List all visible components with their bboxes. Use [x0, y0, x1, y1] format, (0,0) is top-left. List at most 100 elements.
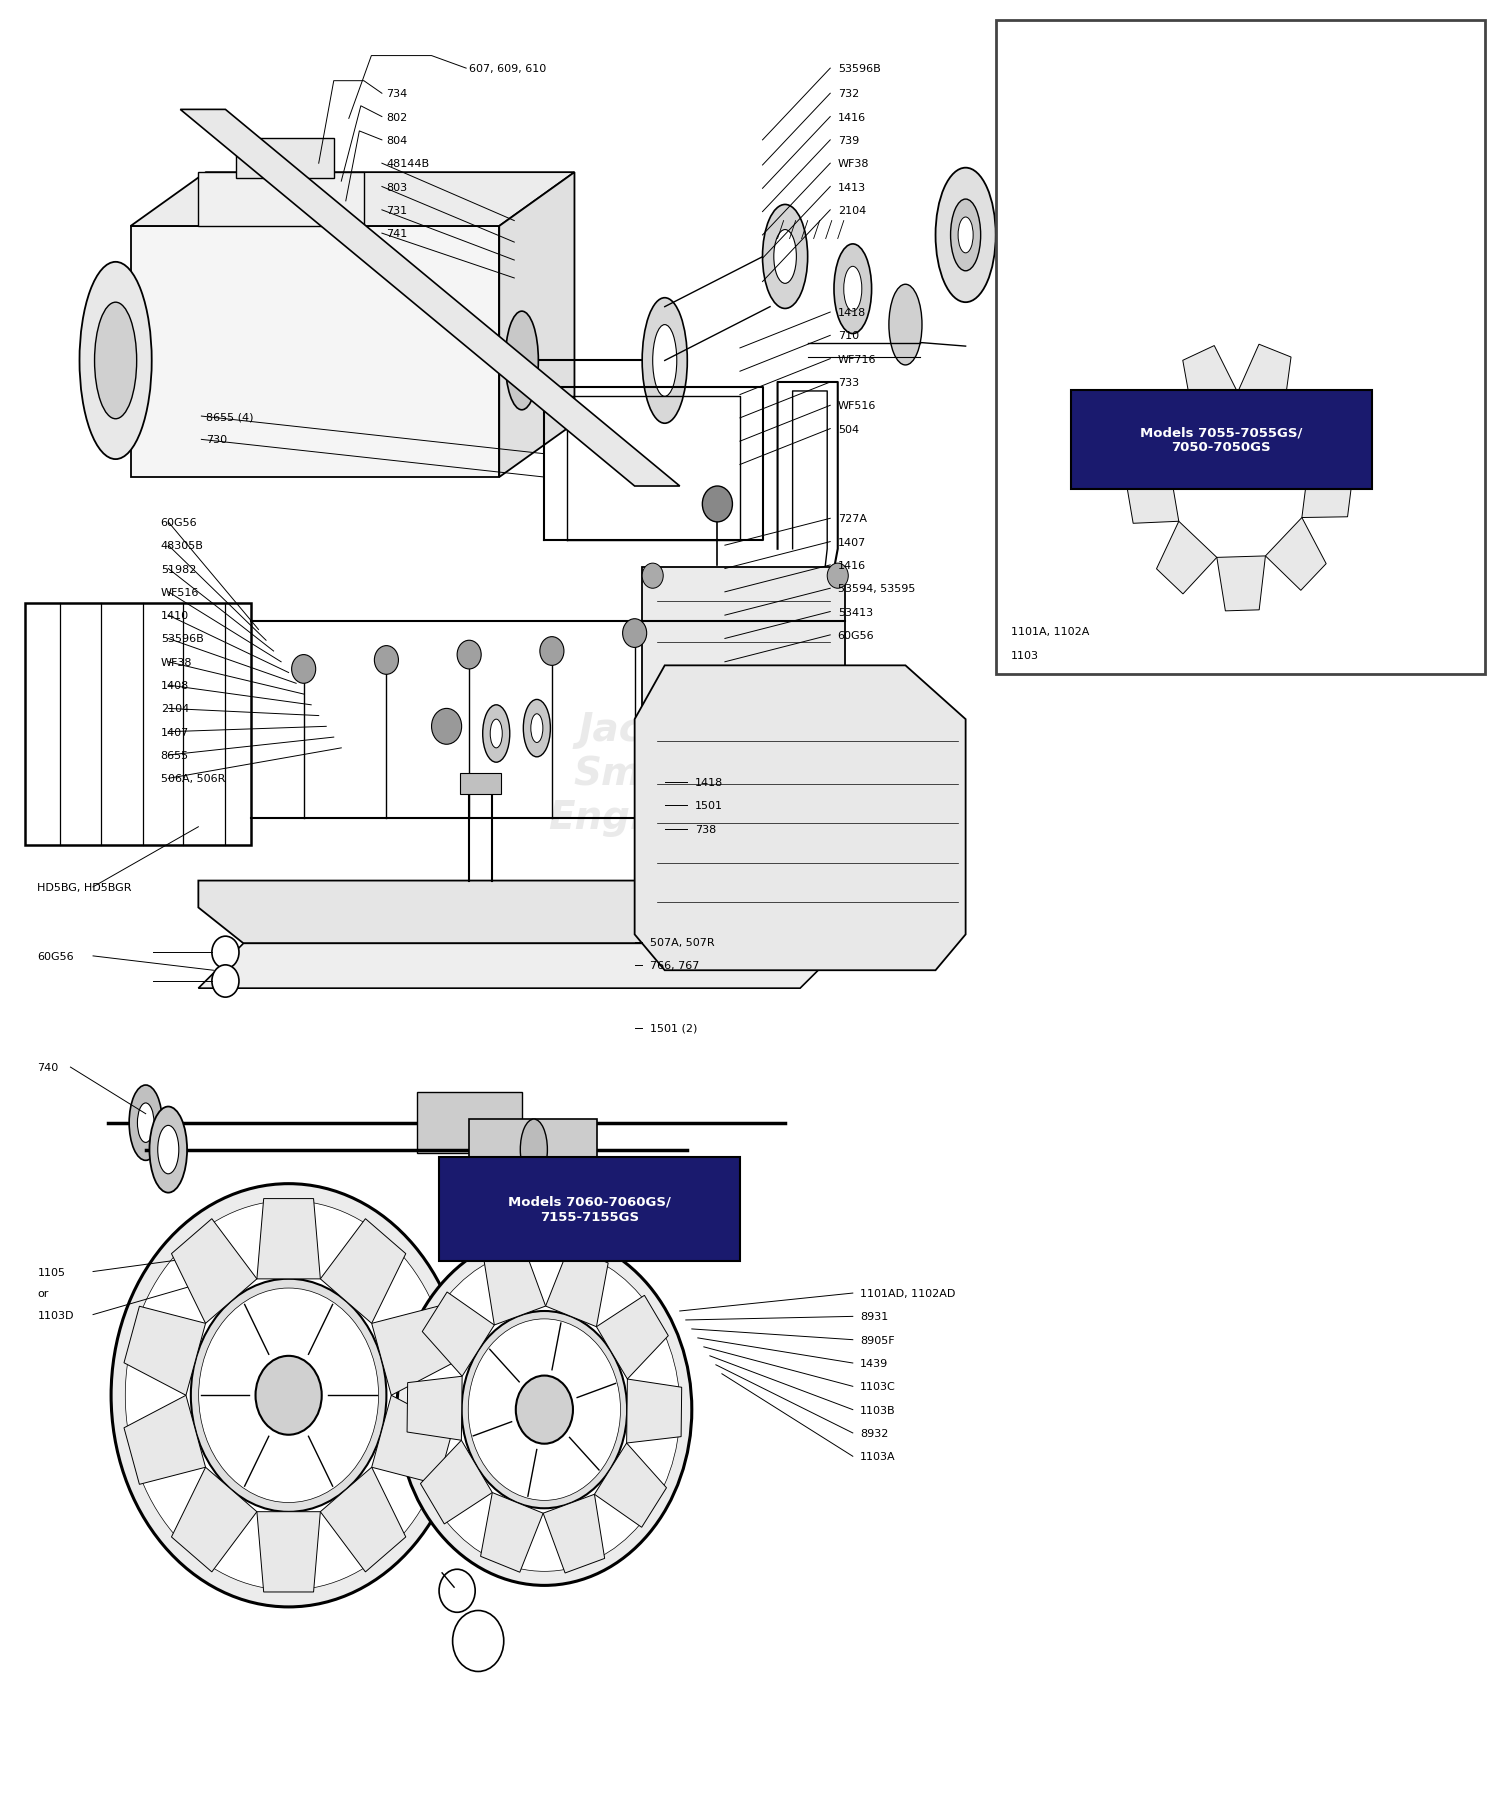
- Ellipse shape: [149, 1108, 187, 1192]
- Text: 504: 504: [838, 424, 859, 435]
- Text: 710: 710: [838, 331, 859, 342]
- Text: 8931: 8931: [861, 1313, 888, 1322]
- Polygon shape: [257, 1512, 320, 1591]
- Polygon shape: [320, 1219, 406, 1323]
- Polygon shape: [1217, 557, 1265, 611]
- Polygon shape: [634, 665, 965, 971]
- Ellipse shape: [524, 699, 551, 757]
- Text: 766, 767: 766, 767: [649, 960, 699, 971]
- Text: 1410: 1410: [160, 611, 189, 620]
- Bar: [461, 773, 501, 795]
- Ellipse shape: [951, 200, 980, 271]
- Ellipse shape: [959, 218, 972, 254]
- Polygon shape: [198, 944, 846, 989]
- Polygon shape: [172, 1467, 257, 1571]
- Text: 730: 730: [205, 435, 226, 446]
- Circle shape: [516, 1375, 572, 1444]
- Text: 506A, 506R: 506A, 506R: [160, 773, 225, 784]
- Text: 1407: 1407: [838, 538, 867, 547]
- Text: 53413: 53413: [838, 608, 873, 617]
- Text: 1103C: 1103C: [861, 1381, 895, 1392]
- Text: 48144B: 48144B: [387, 158, 429, 169]
- Polygon shape: [257, 1199, 320, 1278]
- Text: 8655: 8655: [160, 750, 189, 761]
- Ellipse shape: [936, 169, 995, 304]
- Polygon shape: [371, 1395, 453, 1485]
- Text: 1416: 1416: [838, 561, 865, 570]
- Ellipse shape: [80, 263, 151, 460]
- Text: 1418: 1418: [838, 307, 867, 318]
- Text: 1408: 1408: [160, 681, 189, 690]
- Polygon shape: [545, 1248, 609, 1327]
- Text: 741: 741: [387, 228, 408, 239]
- Polygon shape: [544, 1494, 604, 1573]
- Ellipse shape: [491, 719, 503, 748]
- Text: Models 7055-7055GS/
7050-7050GS: Models 7055-7055GS/ 7050-7050GS: [1140, 426, 1303, 455]
- Text: 804: 804: [387, 137, 408, 146]
- Circle shape: [827, 775, 849, 800]
- Circle shape: [255, 1356, 322, 1435]
- Polygon shape: [595, 1444, 666, 1528]
- Polygon shape: [1182, 347, 1238, 414]
- Polygon shape: [408, 1377, 462, 1440]
- Ellipse shape: [844, 268, 862, 313]
- Text: Jacks
Small
Engines: Jacks Small Engines: [1184, 358, 1296, 437]
- Bar: [417, 1093, 522, 1154]
- Text: 48305B: 48305B: [160, 541, 204, 550]
- Text: WF516: WF516: [838, 401, 876, 412]
- Text: 8932: 8932: [861, 1428, 889, 1438]
- Text: HD5BG, HD5BGR: HD5BG, HD5BGR: [38, 883, 131, 892]
- Text: WF516: WF516: [160, 588, 199, 597]
- Circle shape: [211, 966, 239, 998]
- Polygon shape: [320, 1467, 406, 1571]
- Ellipse shape: [773, 230, 796, 284]
- Polygon shape: [642, 568, 846, 800]
- Polygon shape: [1302, 460, 1353, 518]
- Circle shape: [702, 487, 732, 523]
- Ellipse shape: [521, 1120, 548, 1181]
- Polygon shape: [172, 1219, 257, 1323]
- Polygon shape: [480, 1492, 544, 1571]
- Polygon shape: [371, 1307, 453, 1395]
- Text: 1407: 1407: [160, 728, 189, 737]
- Circle shape: [432, 708, 462, 744]
- Circle shape: [1128, 345, 1350, 610]
- Text: or: or: [38, 1289, 48, 1298]
- Text: 734: 734: [387, 90, 408, 99]
- Circle shape: [642, 565, 663, 590]
- Circle shape: [1216, 450, 1264, 507]
- Text: 60G56: 60G56: [38, 951, 74, 962]
- Text: 53594, 53595: 53594, 53595: [838, 584, 915, 593]
- Text: WF716: WF716: [838, 354, 876, 365]
- Bar: [995, 22, 1484, 674]
- Text: 2104: 2104: [160, 705, 189, 714]
- Text: 51982: 51982: [160, 565, 196, 574]
- Circle shape: [458, 640, 482, 669]
- Circle shape: [1178, 403, 1302, 552]
- Polygon shape: [485, 1246, 545, 1325]
- Polygon shape: [131, 173, 574, 227]
- Polygon shape: [124, 1395, 205, 1485]
- Polygon shape: [1284, 390, 1344, 460]
- Ellipse shape: [834, 245, 871, 334]
- Circle shape: [827, 565, 849, 590]
- Text: 1103B: 1103B: [861, 1404, 895, 1415]
- Polygon shape: [198, 881, 846, 944]
- Text: 1101A, 1102A: 1101A, 1102A: [1010, 628, 1089, 636]
- Bar: [439, 1158, 740, 1260]
- Circle shape: [112, 1185, 467, 1607]
- Bar: [1071, 390, 1371, 489]
- Text: 507A, 507R: 507A, 507R: [649, 937, 714, 948]
- Text: 733: 733: [838, 378, 859, 388]
- Circle shape: [374, 645, 399, 674]
- Text: 738: 738: [695, 823, 716, 834]
- Ellipse shape: [483, 705, 510, 762]
- Text: 727A: 727A: [838, 514, 867, 523]
- Polygon shape: [180, 110, 680, 487]
- Text: 1413: 1413: [838, 182, 865, 192]
- Circle shape: [291, 654, 316, 683]
- Polygon shape: [198, 173, 364, 227]
- Circle shape: [541, 636, 563, 665]
- Text: 1501 (2): 1501 (2): [649, 1023, 698, 1034]
- Circle shape: [409, 1248, 680, 1571]
